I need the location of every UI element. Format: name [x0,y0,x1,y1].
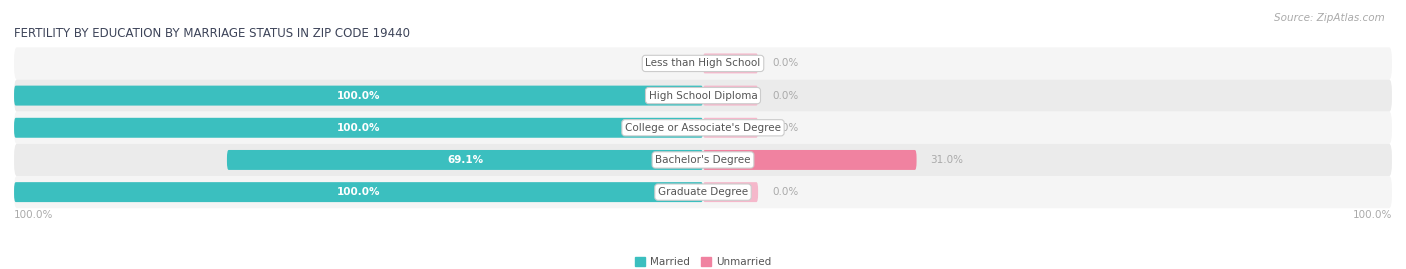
FancyBboxPatch shape [226,150,703,170]
FancyBboxPatch shape [14,144,1392,176]
Text: 100.0%: 100.0% [337,187,380,197]
FancyBboxPatch shape [14,112,1392,144]
FancyBboxPatch shape [703,150,917,170]
FancyBboxPatch shape [703,118,758,138]
FancyBboxPatch shape [703,182,758,202]
FancyBboxPatch shape [14,86,703,105]
Text: High School Diploma: High School Diploma [648,91,758,101]
Text: 31.0%: 31.0% [931,155,963,165]
Text: Less than High School: Less than High School [645,58,761,68]
Legend: Married, Unmarried: Married, Unmarried [634,257,772,267]
Text: Graduate Degree: Graduate Degree [658,187,748,197]
FancyBboxPatch shape [703,54,758,73]
Text: 0.0%: 0.0% [772,187,799,197]
FancyBboxPatch shape [14,118,703,138]
Text: 100.0%: 100.0% [337,91,380,101]
FancyBboxPatch shape [14,182,703,202]
Text: 0.0%: 0.0% [772,123,799,133]
Text: 0.0%: 0.0% [664,58,689,68]
Text: College or Associate's Degree: College or Associate's Degree [626,123,780,133]
Text: Source: ZipAtlas.com: Source: ZipAtlas.com [1274,13,1385,23]
Text: FERTILITY BY EDUCATION BY MARRIAGE STATUS IN ZIP CODE 19440: FERTILITY BY EDUCATION BY MARRIAGE STATU… [14,27,411,40]
FancyBboxPatch shape [14,80,1392,112]
FancyBboxPatch shape [14,176,1392,208]
Text: 100.0%: 100.0% [14,210,53,220]
Text: 100.0%: 100.0% [337,123,380,133]
FancyBboxPatch shape [14,47,1392,80]
Text: 0.0%: 0.0% [772,91,799,101]
Text: 0.0%: 0.0% [772,58,799,68]
FancyBboxPatch shape [703,86,758,105]
Text: Bachelor's Degree: Bachelor's Degree [655,155,751,165]
Text: 100.0%: 100.0% [1353,210,1392,220]
Text: 69.1%: 69.1% [447,155,484,165]
